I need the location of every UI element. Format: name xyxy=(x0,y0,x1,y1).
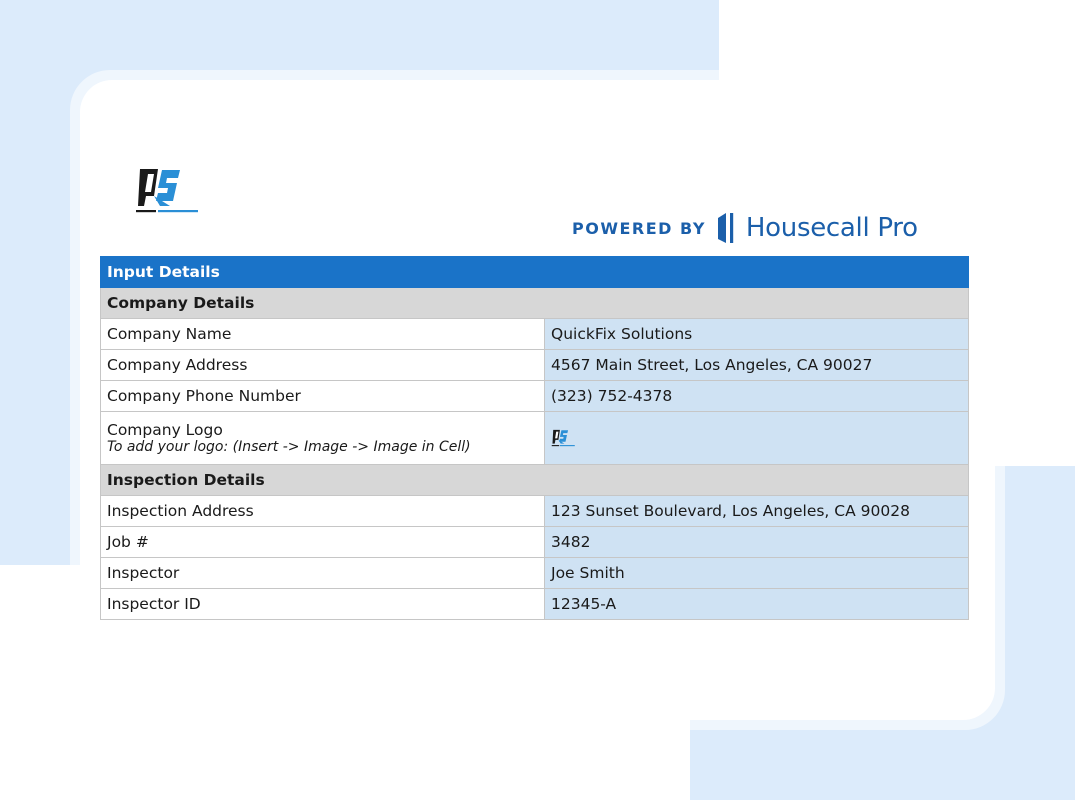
table-row: Job # 3482 xyxy=(100,526,969,558)
quickfix-solutions-logo-icon xyxy=(551,429,575,447)
table-row: Company Address 4567 Main Street, Los An… xyxy=(100,349,969,381)
company-logo-label: Company Logo xyxy=(107,421,223,439)
input-details-table: Input Details Company Details Company Na… xyxy=(100,256,969,620)
company-address-label: Company Address xyxy=(100,349,545,381)
housecall-pro-name: Housecall Pro xyxy=(745,213,918,243)
company-name-label: Company Name xyxy=(100,318,545,350)
quickfix-solutions-logo-icon xyxy=(136,169,198,213)
inspector-value[interactable]: Joe Smith xyxy=(544,557,969,589)
company-phone-label: Company Phone Number xyxy=(100,380,545,412)
company-logo-hint: To add your logo: (Insert -> Image -> Im… xyxy=(107,439,471,455)
table-row: Company Name QuickFix Solutions xyxy=(100,318,969,350)
company-logo-label-cell: Company Logo To add your logo: (Insert -… xyxy=(100,411,545,465)
inspection-address-value[interactable]: 123 Sunset Boulevard, Los Angeles, CA 90… xyxy=(544,495,969,527)
company-logo-value[interactable] xyxy=(544,411,969,465)
company-phone-value[interactable]: (323) 752-4378 xyxy=(544,380,969,412)
company-address-value[interactable]: 4567 Main Street, Los Angeles, CA 90027 xyxy=(544,349,969,381)
section-header-company-details: Company Details xyxy=(100,287,969,319)
table-title: Input Details xyxy=(100,256,969,288)
section-header-inspection-details: Inspection Details xyxy=(100,464,969,496)
table-row: Inspector Joe Smith xyxy=(100,557,969,589)
inspector-id-value[interactable]: 12345-A xyxy=(544,588,969,620)
inspector-label: Inspector xyxy=(100,557,545,589)
inspector-id-label: Inspector ID xyxy=(100,588,545,620)
inspection-address-label: Inspection Address xyxy=(100,495,545,527)
job-number-value[interactable]: 3482 xyxy=(544,526,969,558)
powered-by-housecall-pro: POWERED BY Housecall Pro xyxy=(572,208,918,248)
company-name-value[interactable]: QuickFix Solutions xyxy=(544,318,969,350)
job-number-label: Job # xyxy=(100,526,545,558)
table-row: Inspection Address 123 Sunset Boulevard,… xyxy=(100,495,969,527)
table-row: Company Phone Number (323) 752-4378 xyxy=(100,380,969,412)
table-row: Company Logo To add your logo: (Insert -… xyxy=(100,411,969,465)
powered-by-label: POWERED BY xyxy=(572,218,706,238)
table-row: Inspector ID 12345-A xyxy=(100,588,969,620)
housecall-pro-logo-icon xyxy=(717,213,734,243)
